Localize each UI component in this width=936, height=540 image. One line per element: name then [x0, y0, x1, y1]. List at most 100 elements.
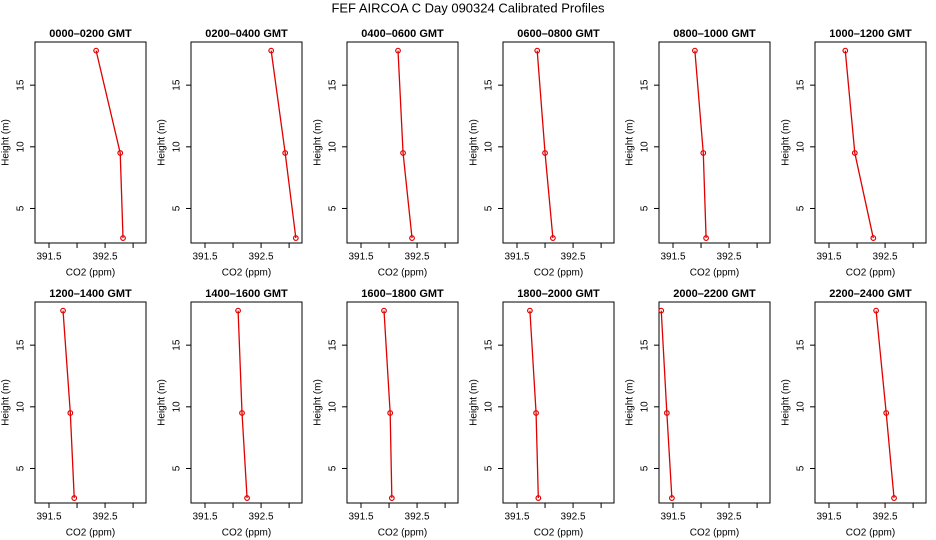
y-tick-label: 15 — [16, 79, 27, 91]
y-axis-label: Height (m) — [625, 379, 636, 426]
profile-line — [397, 50, 413, 239]
profile-point — [282, 150, 289, 156]
profile-point — [873, 307, 880, 314]
y-tick-label: 5 — [640, 465, 651, 471]
x-axis-label: CO2 (ppm) — [690, 528, 739, 539]
x-axis-label: CO2 (ppm) — [66, 528, 115, 539]
panel-title: 0600–0800 GMT — [517, 28, 600, 40]
profile-line — [875, 310, 895, 499]
profile-point — [244, 495, 250, 501]
profile-point — [870, 235, 877, 241]
panel: 1200–1400 GMT CO2 (ppm) Height (m) 391.5 392… — [1, 288, 147, 539]
y-tick-label: 10 — [640, 401, 651, 413]
y-tick-label: 5 — [796, 465, 807, 471]
panel: 1000–1200 GMT CO2 (ppm) Height (m) 391.5 392… — [781, 28, 927, 279]
panel: 2000–2200 GMT CO2 (ppm) Height (m) 391.5 392… — [625, 288, 771, 539]
profile-point — [891, 495, 897, 501]
profile-point — [395, 47, 401, 54]
x-tick-label: 392.5 — [717, 252, 742, 263]
x-tick-label: 392.5 — [405, 252, 430, 263]
profile-point — [883, 410, 890, 416]
x-tick-label: 392.5 — [93, 252, 118, 263]
x-tick-label: 391.5 — [504, 512, 529, 523]
y-tick-label: 10 — [172, 401, 183, 413]
y-tick-label: 10 — [484, 401, 495, 413]
y-tick-label: 5 — [328, 465, 339, 471]
panel-title: 0400–0600 GMT — [361, 28, 444, 40]
y-axis-label: Height (m) — [313, 379, 324, 426]
profile-point — [851, 150, 858, 156]
profile-line — [694, 50, 707, 239]
panel-title: 1600–1800 GMT — [361, 288, 444, 300]
plot-frame — [34, 41, 147, 244]
y-tick-label: 5 — [16, 465, 27, 471]
panel: 0200–0400 GMT CO2 (ppm) Height (m) 391.5 392… — [157, 28, 303, 279]
y-tick-label: 5 — [796, 205, 807, 211]
profile-point — [117, 150, 124, 156]
y-axis-label: Height (m) — [313, 119, 324, 166]
profile-point — [387, 410, 394, 416]
y-axis-label: Height (m) — [469, 379, 480, 426]
panel: 0000–0200 GMT CO2 (ppm) Height (m) 391.5 392… — [1, 28, 147, 279]
y-tick-label: 10 — [328, 141, 339, 153]
x-axis-label: CO2 (ppm) — [378, 528, 427, 539]
panel: 1600–1800 GMT CO2 (ppm) Height (m) 391.5 392… — [313, 288, 459, 539]
profile-point — [700, 150, 707, 156]
x-axis-label: CO2 (ppm) — [534, 268, 583, 279]
profile-line — [383, 310, 393, 499]
y-axis-label: Height (m) — [157, 119, 168, 166]
profile-point — [400, 150, 406, 156]
panel: 1800–2000 GMT CO2 (ppm) Height (m) 391.5 392… — [469, 288, 615, 539]
x-tick-label: 392.5 — [561, 512, 586, 523]
profile-point — [67, 410, 74, 416]
panel-title: 1800–2000 GMT — [517, 288, 600, 300]
profile-line — [237, 310, 248, 499]
plot-frame — [346, 41, 459, 244]
plot-frame — [502, 301, 615, 504]
y-tick-label: 15 — [172, 79, 183, 91]
profile-line — [844, 50, 874, 239]
profile-point — [409, 235, 415, 241]
profile-point — [663, 410, 670, 416]
panel: 0800–1000 GMT CO2 (ppm) Height (m) 391.5 392… — [625, 28, 771, 279]
panel-title: 1400–1600 GMT — [205, 288, 288, 300]
y-tick-label: 10 — [16, 141, 27, 153]
profile-point — [268, 47, 275, 54]
panel-title: 0200–0400 GMT — [205, 28, 288, 40]
profile-line — [660, 310, 673, 499]
x-tick-label: 392.5 — [249, 512, 274, 523]
plot-frame — [190, 301, 303, 504]
y-axis-label: Height (m) — [157, 379, 168, 426]
panel-title: 0000–0200 GMT — [49, 28, 132, 40]
profile-point — [527, 307, 533, 314]
x-axis-label: CO2 (ppm) — [534, 528, 583, 539]
x-axis-label: CO2 (ppm) — [66, 268, 115, 279]
x-tick-label: 392.5 — [561, 252, 586, 263]
y-axis-label: Height (m) — [1, 119, 12, 166]
panel-title: 1000–1200 GMT — [829, 28, 912, 40]
y-tick-label: 5 — [484, 205, 495, 211]
y-tick-label: 10 — [796, 401, 807, 413]
profile-point — [120, 235, 126, 241]
y-tick-label: 15 — [328, 79, 339, 91]
y-tick-label: 15 — [796, 79, 807, 91]
y-axis-label: Height (m) — [781, 379, 792, 426]
y-tick-label: 10 — [328, 401, 339, 413]
y-tick-label: 5 — [640, 205, 651, 211]
profile-point — [658, 307, 665, 314]
profile-line — [536, 50, 554, 239]
plot-frame — [814, 41, 927, 244]
plot-frame — [658, 41, 771, 244]
panel: 0400–0600 GMT CO2 (ppm) Height (m) 391.5 392… — [313, 28, 459, 279]
profile-point — [549, 235, 556, 241]
profile-point — [842, 47, 849, 54]
profile-line — [62, 310, 75, 499]
x-tick-label: 392.5 — [717, 512, 742, 523]
y-tick-label: 15 — [328, 339, 339, 351]
profile-point — [93, 47, 100, 54]
y-tick-label: 10 — [484, 141, 495, 153]
y-tick-label: 5 — [172, 465, 183, 471]
profile-point — [235, 307, 241, 314]
x-tick-label: 391.5 — [816, 512, 841, 523]
